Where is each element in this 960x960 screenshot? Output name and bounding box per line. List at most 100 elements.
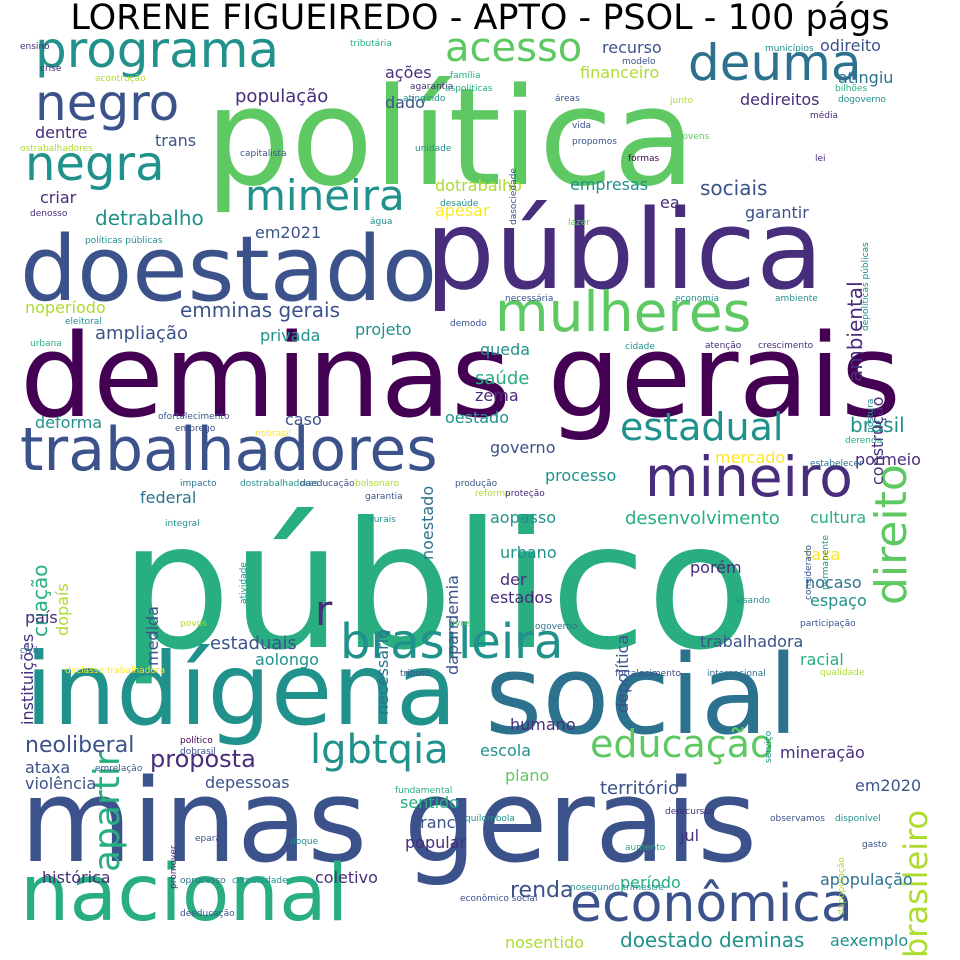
- cloud-word: ensino: [20, 42, 50, 52]
- cloud-word: agarantia: [410, 82, 454, 92]
- cloud-word: qualidade: [820, 668, 865, 678]
- cloud-word: branco: [410, 813, 466, 832]
- cloud-word: derenda: [845, 436, 883, 446]
- cloud-word: gasto: [862, 840, 887, 850]
- cloud-word: oestado: [445, 408, 509, 427]
- cloud-word: estaduais: [210, 633, 297, 654]
- cloud-word: território: [600, 778, 680, 799]
- cloud-word: tributo: [400, 669, 431, 679]
- cloud-word: ações: [385, 63, 432, 82]
- cloud-word: social: [485, 631, 799, 759]
- cloud-word: minas gerais: [20, 755, 758, 889]
- cloud-word: políticas públicas: [85, 236, 163, 246]
- cloud-word: nosegundo trimestre: [570, 883, 664, 893]
- cloud-word: cultura: [810, 508, 867, 527]
- cloud-word: necessária: [505, 294, 554, 304]
- cloud-word: derecursos: [665, 807, 715, 817]
- cloud-word: integral: [165, 519, 200, 529]
- cloud-word: tributária: [350, 39, 392, 49]
- cloud-word: depessoas: [205, 773, 290, 792]
- cloud-word: trabalhadora: [700, 632, 804, 651]
- cloud-word: nobrasil: [255, 429, 291, 439]
- cloud-word: desenvolvimento: [625, 508, 780, 529]
- cloud-word: aexemplo: [830, 931, 909, 950]
- cloud-word: proposta: [150, 745, 256, 773]
- cloud-word: cidade: [625, 342, 655, 352]
- cloud-word: deminas gerais: [20, 310, 901, 444]
- cloud-word: público: [120, 486, 754, 689]
- cloud-word: aspolíticas: [445, 84, 493, 94]
- cloud-word: mineiro: [645, 445, 853, 509]
- cloud-word: violência: [25, 774, 97, 793]
- cloud-word: sociais: [700, 176, 768, 200]
- cloud-word: governo: [490, 438, 556, 457]
- cloud-word: programa: [35, 21, 280, 79]
- cloud-word: rurais: [370, 515, 396, 525]
- cloud-word: mineira: [245, 171, 405, 220]
- cloud-word: queda: [480, 340, 531, 359]
- cloud-word: privada: [260, 326, 321, 345]
- cloud-word: considerado: [804, 545, 814, 601]
- cloud-word: comunidade: [232, 876, 288, 886]
- cloud-word: em2020: [855, 776, 922, 795]
- cloud-word: lgbtqia: [310, 727, 449, 773]
- cloud-word: ostrabalhadores: [20, 144, 93, 154]
- cloud-word: capitalista: [240, 149, 287, 159]
- cloud-word: sentido: [400, 793, 459, 812]
- cloud-word: livre: [450, 619, 470, 629]
- cloud-word: civil: [20, 646, 38, 656]
- cloud-word: período: [620, 873, 681, 892]
- cloud-word: política: [205, 59, 696, 216]
- cloud-word: epara: [195, 834, 221, 844]
- cloud-word: criar: [40, 188, 77, 207]
- cloud-word: dostrabalhadores: [240, 479, 319, 489]
- cloud-word: lei: [815, 154, 826, 164]
- cloud-word: quilombola: [465, 814, 515, 824]
- cloud-word: unidade: [415, 144, 452, 154]
- cloud-word: em2021: [255, 223, 322, 242]
- cloud-word: político: [180, 736, 213, 746]
- cloud-word: econômico social: [460, 894, 538, 904]
- cloud-word: água: [370, 217, 393, 227]
- cloud-word: odireito: [820, 36, 881, 55]
- cloud-word: disponível: [835, 814, 881, 824]
- cloud-word: ataxa: [25, 758, 71, 777]
- cloud-word: saúde: [475, 368, 530, 389]
- cloud-word: ofortalecimento: [158, 412, 230, 422]
- cloud-word: dogoverno: [838, 95, 887, 105]
- cloud-word: vida: [572, 121, 592, 131]
- cloud-word: acontrução: [95, 74, 146, 84]
- cloud-word: aopasso: [490, 508, 557, 527]
- cloud-word: espaço: [810, 591, 867, 610]
- cloud-word: emminas gerais: [180, 298, 340, 322]
- cloud-word: urbano: [500, 543, 557, 562]
- cloud-word: visando: [735, 596, 770, 606]
- cloud-word: dobrasil: [180, 747, 216, 757]
- cloud-word: aumento: [625, 843, 666, 853]
- cloud-word: recurso: [602, 38, 662, 57]
- cloud-word: brasil: [850, 413, 905, 437]
- cloud-word: dedireitos: [740, 90, 820, 109]
- cloud-word: daclasse trabalhadora: [65, 666, 166, 676]
- cloud-word: dotrabalho: [435, 176, 522, 195]
- cloud-word: noperíodo: [25, 298, 106, 317]
- cloud-word: nosentido: [505, 933, 584, 952]
- cloud-word: crise: [40, 64, 62, 74]
- cloud-word: escola: [480, 741, 532, 760]
- cloud-word: nocaso: [805, 573, 862, 592]
- cloud-word: internacional: [707, 669, 766, 679]
- cloud-word: crescimento: [758, 341, 814, 351]
- cloud-word: permanente: [821, 534, 831, 590]
- cloud-word: estados: [490, 588, 553, 607]
- cloud-word: der: [500, 570, 527, 589]
- cloud-word: municípios: [765, 44, 814, 54]
- cloud-word: dado: [385, 93, 425, 112]
- cloud-word: dapopulação: [837, 857, 847, 916]
- cloud-word: deuma: [688, 34, 862, 92]
- cloud-word: produção: [455, 479, 498, 489]
- cloud-word: projeto: [355, 320, 412, 339]
- cloud-word: garantir: [745, 203, 809, 222]
- cloud-word: modelo: [622, 57, 656, 67]
- cloud-word: formas: [628, 154, 660, 164]
